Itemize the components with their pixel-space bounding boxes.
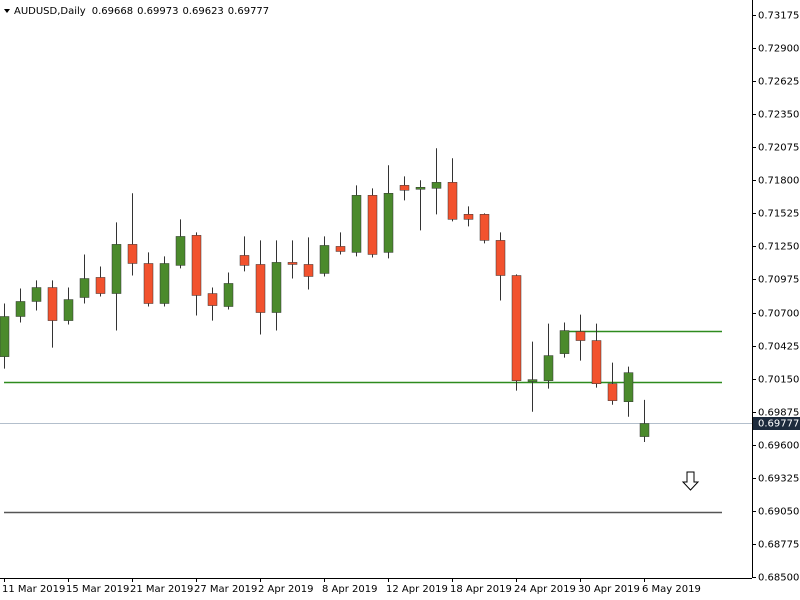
x-tick-label: 21 Mar 2019	[130, 584, 193, 595]
candle-body	[447, 182, 458, 220]
candle-body	[511, 275, 522, 381]
x-tick-label: 30 Apr 2019	[578, 584, 640, 595]
y-tick-label: 0.70150	[758, 375, 799, 386]
y-tick-label: 0.73175	[758, 11, 799, 22]
candle-body	[319, 245, 330, 274]
symbol-menu-icon[interactable]	[4, 9, 10, 13]
current-price-label: 0.69777	[758, 419, 799, 430]
y-tick-label: 0.71800	[758, 176, 799, 187]
ohlc-open: 0.69668	[92, 6, 133, 17]
ohlc-close: 0.69777	[228, 6, 269, 17]
current-price-tag	[753, 417, 800, 430]
candle-body	[575, 331, 586, 341]
y-tick-label: 0.70700	[758, 309, 799, 320]
candle-body	[79, 278, 90, 298]
y-tick-label: 0.70975	[758, 275, 799, 286]
x-tick-label: 6 May 2019	[642, 584, 701, 595]
candle-body	[271, 262, 282, 313]
y-tick-label: 0.72625	[758, 77, 799, 88]
x-tick-label: 2 Apr 2019	[258, 584, 313, 595]
candle-body	[239, 255, 250, 266]
x-tick-label: 8 Apr 2019	[322, 584, 377, 595]
x-tick-label: 24 Apr 2019	[514, 584, 576, 595]
candle-body	[367, 195, 378, 255]
candle-body	[47, 287, 58, 321]
candle-body	[63, 299, 74, 321]
candle-body	[639, 423, 650, 437]
candle-body	[287, 262, 298, 265]
x-tick-label: 27 Mar 2019	[194, 584, 257, 595]
y-tick-label: 0.72900	[758, 44, 799, 55]
candle-body	[127, 244, 138, 264]
candle-body	[191, 235, 202, 296]
candle-body	[255, 264, 266, 313]
candle-body	[303, 264, 314, 277]
candle-body	[431, 182, 442, 189]
candle-body	[559, 330, 570, 354]
candle-body	[527, 379, 538, 382]
ohlc-high: 0.69973	[137, 6, 178, 17]
symbol-period: AUDUSD,Daily	[14, 6, 86, 17]
candle-body	[335, 246, 346, 252]
y-tick-label: 0.70425	[758, 342, 799, 353]
y-tick-label: 0.69875	[758, 408, 799, 419]
y-tick-label: 0.69050	[758, 507, 799, 518]
x-tick-label: 11 Mar 2019	[2, 584, 65, 595]
candle-body	[383, 193, 394, 253]
y-tick-label: 0.72075	[758, 143, 799, 154]
candle-body	[399, 185, 410, 191]
candle-body	[543, 355, 554, 381]
y-tick-label: 0.69325	[758, 474, 799, 485]
candle-body	[0, 316, 10, 357]
x-tick-label: 15 Mar 2019	[66, 584, 129, 595]
candle-body	[351, 195, 362, 253]
candle-body	[463, 214, 474, 220]
x-tick-label: 18 Apr 2019	[450, 584, 512, 595]
y-tick-label: 0.72350	[758, 110, 799, 121]
candle-body	[207, 293, 218, 306]
candle-body	[623, 372, 634, 402]
candle-body	[95, 277, 106, 294]
sell-arrow	[681, 471, 700, 491]
candle-body	[223, 283, 234, 307]
candle-body	[159, 263, 170, 304]
candle-body	[607, 383, 618, 401]
candle-body	[415, 187, 426, 190]
candle-body	[111, 244, 122, 294]
ohlc-low: 0.69623	[182, 6, 223, 17]
y-tick-label: 0.68775	[758, 540, 799, 551]
candle-body	[175, 236, 186, 266]
y-tick-label: 0.71250	[758, 242, 799, 253]
y-tick-label: 0.71525	[758, 209, 799, 220]
candle-body	[31, 287, 42, 302]
candle-body	[143, 263, 154, 304]
candle-body	[479, 214, 490, 241]
candle-body	[591, 340, 602, 384]
y-tick-label: 0.68500	[758, 573, 799, 584]
x-tick-label: 12 Apr 2019	[386, 584, 448, 595]
candle-body	[495, 240, 506, 276]
candle-body	[15, 301, 26, 317]
y-tick-label: 0.69600	[758, 441, 799, 452]
chart-title: AUDUSD,Daily 0.69668 0.69973 0.69623 0.69777	[14, 6, 269, 17]
